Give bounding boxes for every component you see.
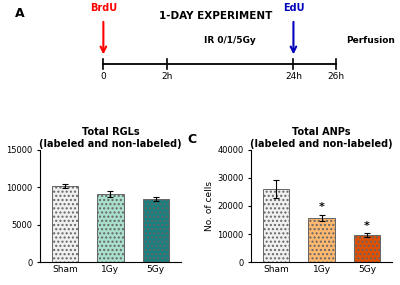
Y-axis label: No. of cells: No. of cells [0,181,3,231]
Text: IR 0/1/5Gy: IR 0/1/5Gy [204,36,256,46]
Text: *: * [319,202,324,212]
Text: 0: 0 [100,72,106,81]
Bar [52,186,78,262]
Y-axis label: No. of cells: No. of cells [206,181,214,231]
Bar [97,194,124,262]
Text: EdU: EdU [283,3,304,13]
Bar [308,218,335,262]
Text: 24h: 24h [285,72,302,81]
Text: A: A [15,7,25,20]
Text: C: C [188,133,197,146]
Bar [143,199,169,262]
Title: Total ANPs
(labeled and non-labeled): Total ANPs (labeled and non-labeled) [250,127,393,149]
Title: Total RGLs
(labeled and non-labeled): Total RGLs (labeled and non-labeled) [39,127,182,149]
Bar [263,189,289,262]
Text: 2h: 2h [161,72,172,81]
Text: 1-DAY EXPERIMENT: 1-DAY EXPERIMENT [159,11,273,21]
Text: 26h: 26h [327,72,344,81]
Text: *: * [364,221,370,231]
Bar [354,235,380,262]
Text: BrdU: BrdU [90,3,117,13]
Text: Perfusion: Perfusion [346,36,395,46]
